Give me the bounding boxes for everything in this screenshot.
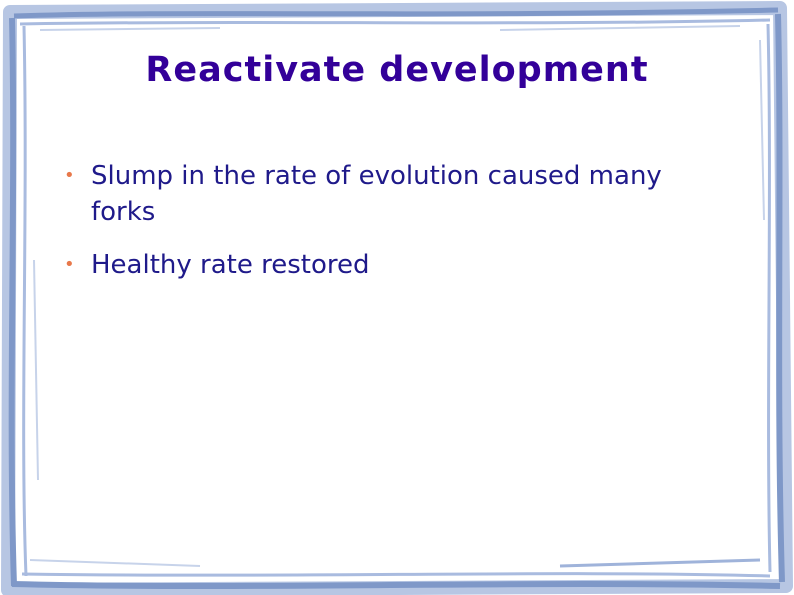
bullet-text: Slump in the rate of evolution caused ma… [91,161,662,227]
bullet-list: • Slump in the rate of evolution caused … [64,158,704,300]
bullet-item: • Slump in the rate of evolution caused … [64,158,704,230]
slide-title: Reactivate development [145,50,649,90]
bullet-item: • Healthy rate restored [64,247,704,283]
bullet-text: Healthy rate restored [91,250,370,280]
bullet-dot-icon: • [64,165,75,186]
bullet-dot-icon: • [64,254,75,275]
